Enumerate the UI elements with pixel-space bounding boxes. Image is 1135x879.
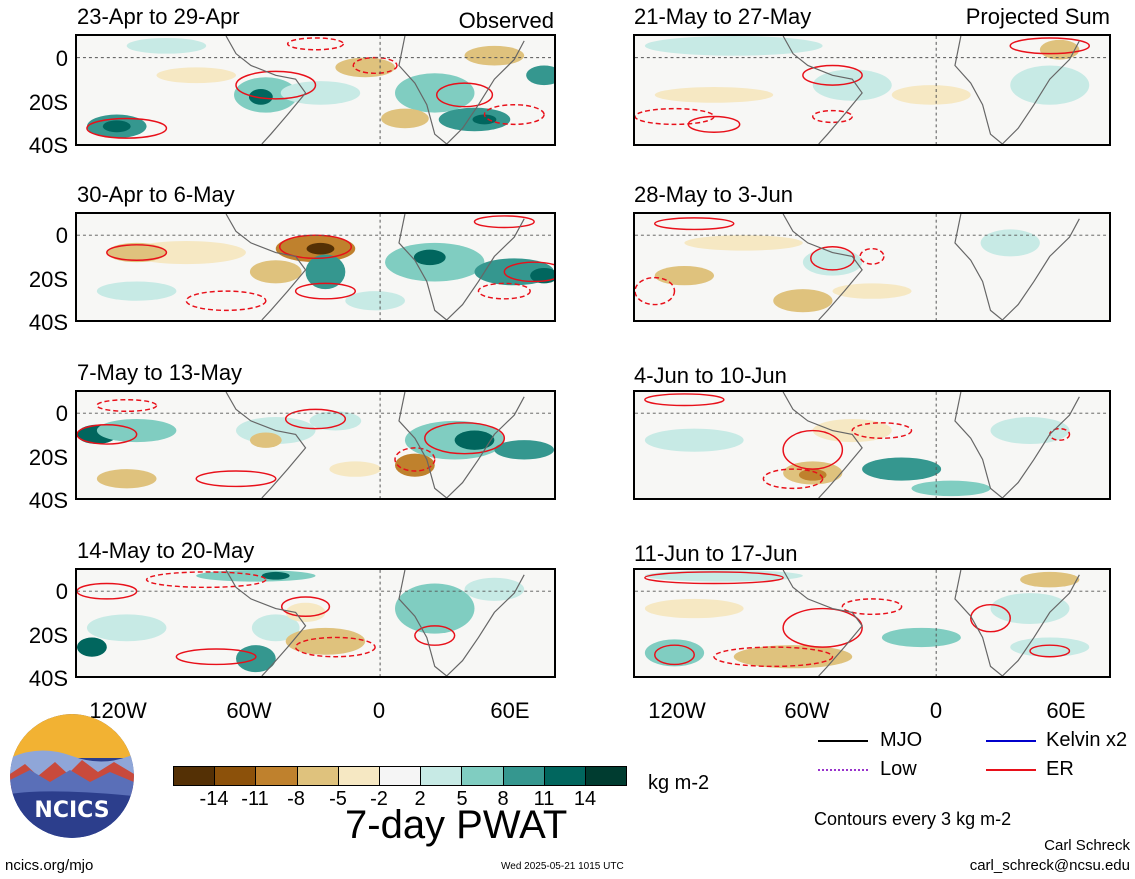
colorbar-swatch <box>256 767 298 785</box>
lat-label-40s: 40S <box>28 488 68 513</box>
lon-label-120w: 120W <box>648 698 706 723</box>
kelvin-legend-line <box>986 740 1036 742</box>
colorbar-swatch <box>174 767 216 785</box>
projected-map-2 <box>633 212 1111 322</box>
projected-panel-4-title: 11-Jun to 17-Jun <box>634 541 798 566</box>
colorbar-tick: 11 <box>533 788 555 810</box>
colorbar-swatch <box>421 767 463 785</box>
author-name: Carl Schreck <box>1044 837 1130 854</box>
ncics-logo-text: NCICS <box>34 798 110 823</box>
low-legend-line <box>818 769 868 771</box>
lat-label-0: 0 <box>55 223 68 248</box>
colorbar-swatch <box>585 767 627 785</box>
colorbar-swatch <box>544 767 586 785</box>
mjo-legend-line <box>818 740 868 742</box>
lat-label-20s: 20S <box>28 445 68 470</box>
pwat-anomaly-map <box>635 570 1109 676</box>
observed-map-3 <box>75 390 556 500</box>
lon-label-60e: 60E <box>1046 698 1086 723</box>
lat-label-40s: 40S <box>28 133 68 158</box>
projected-map-4 <box>633 568 1111 678</box>
observed-map-1 <box>75 34 556 146</box>
kelvin-legend-label: Kelvin x2 <box>1046 729 1128 751</box>
colorbar-tick: -11 <box>241 788 269 810</box>
lon-label-60e: 60E <box>490 698 530 723</box>
pwat-anomaly-map <box>77 570 554 676</box>
pwat-anomaly-map <box>77 392 554 498</box>
colorbar-units: kg m-2 <box>648 772 710 794</box>
colorbar-tick: 5 <box>456 788 468 810</box>
author-email: carl_schreck@ncsu.edu <box>969 857 1130 874</box>
observed-tag: Observed <box>458 8 554 33</box>
colorbar-tick: 14 <box>573 788 597 810</box>
colorbar-swatch <box>503 767 545 785</box>
pwat-anomaly-map <box>635 392 1109 498</box>
lat-label-0: 0 <box>55 46 68 71</box>
lat-label-40s: 40S <box>28 666 68 691</box>
lon-label-0: 0 <box>929 698 943 723</box>
lon-label-0: 0 <box>372 698 386 723</box>
lat-label-0: 0 <box>55 401 68 426</box>
colorbar-swatch <box>462 767 504 785</box>
observed-panel-4-title: 14-May to 20-May <box>77 538 255 563</box>
colorbar-swatch <box>379 767 422 785</box>
lat-label-40s: 40S <box>28 310 68 335</box>
projected-panel-2-title: 28-May to 3-Jun <box>634 182 793 207</box>
colorbar-swatch <box>215 767 257 785</box>
lat-label-20s: 20S <box>28 90 68 115</box>
projected-map-3 <box>633 390 1111 500</box>
lon-label-60w: 60W <box>784 698 830 723</box>
pwat-anomaly-map <box>635 36 1109 144</box>
projected-tag: Projected Sum <box>965 4 1110 29</box>
colorbar-tick: -2 <box>370 788 388 810</box>
colorbar-tick: 8 <box>497 788 509 810</box>
ncics-logo: NCICS <box>10 714 134 838</box>
figure-title: 7-day PWAT <box>345 803 568 847</box>
colorbar-tick: -14 <box>199 788 229 810</box>
pwat-anomaly-map <box>77 214 554 320</box>
low-legend-label: Low <box>880 758 917 780</box>
pwat-anomaly-map <box>77 36 554 144</box>
lat-label-20s: 20S <box>28 623 68 648</box>
lon-label-60w: 60W <box>226 698 272 723</box>
colorbar <box>173 766 627 786</box>
contour-note: Contours every 3 kg m-2 <box>814 809 1012 829</box>
colorbar-swatch <box>297 767 339 785</box>
er-legend-label: ER <box>1046 758 1074 780</box>
lat-label-20s: 20S <box>28 267 68 292</box>
source-url: ncics.org/mjo <box>5 857 94 874</box>
observed-panel-3-title: 7-May to 13-May <box>77 360 243 385</box>
colorbar-tick: 2 <box>414 788 426 810</box>
lat-label-0: 0 <box>55 579 68 604</box>
timestamp: Wed 2025-05-21 1015 UTC <box>501 861 624 872</box>
ncics-logo-graphic <box>10 714 134 838</box>
colorbar-tick: -8 <box>287 788 305 810</box>
colorbar-swatch <box>338 767 380 785</box>
er-legend-line <box>986 769 1036 771</box>
pwat-anomaly-map <box>635 214 1109 320</box>
mjo-legend-label: MJO <box>880 729 923 751</box>
observed-panel-1-title: 23-Apr to 29-Apr <box>77 4 240 29</box>
projected-map-1 <box>633 34 1111 146</box>
lon-label-120w: 120W <box>89 698 147 723</box>
observed-panel-2-title: 30-Apr to 6-May <box>77 182 235 207</box>
observed-map-4 <box>75 568 556 678</box>
projected-panel-1-title: 21-May to 27-May <box>634 4 812 29</box>
observed-map-2 <box>75 212 556 322</box>
colorbar-tick: -5 <box>329 788 347 810</box>
projected-panel-3-title: 4-Jun to 10-Jun <box>634 363 787 388</box>
